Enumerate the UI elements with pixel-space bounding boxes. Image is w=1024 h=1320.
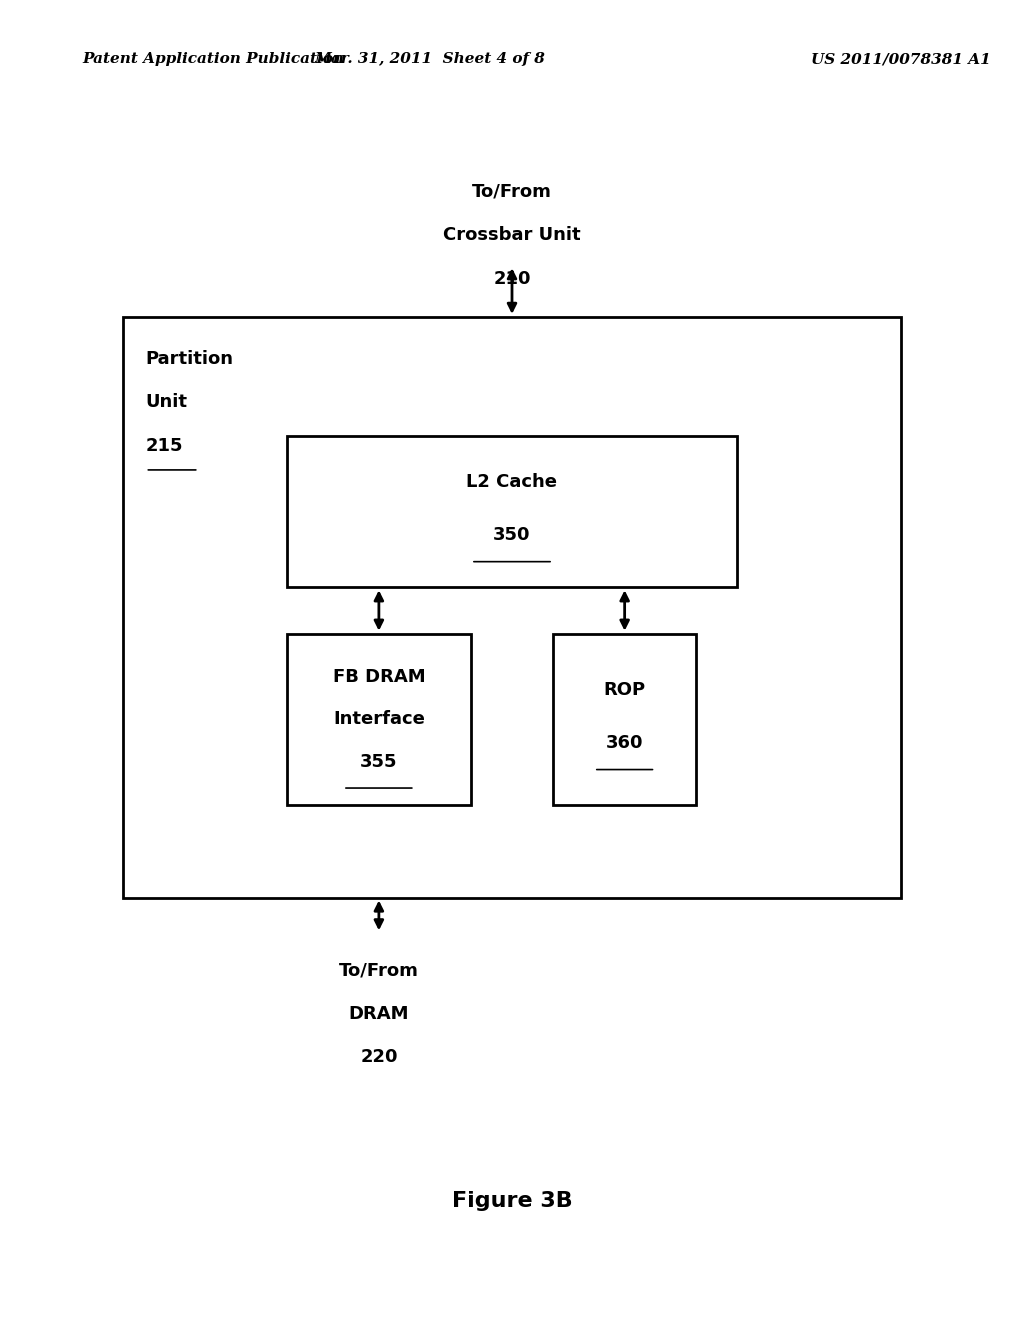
Text: Mar. 31, 2011  Sheet 4 of 8: Mar. 31, 2011 Sheet 4 of 8 [314,53,546,66]
Text: 355: 355 [360,752,397,771]
Text: Partition: Partition [145,350,233,368]
Text: 220: 220 [360,1048,397,1067]
Text: Interface: Interface [333,710,425,729]
Text: To/From: To/From [339,961,419,979]
Text: FB DRAM: FB DRAM [333,668,425,686]
FancyBboxPatch shape [553,634,696,805]
FancyBboxPatch shape [287,436,737,587]
Text: L2 Cache: L2 Cache [467,474,557,491]
Text: To/From: To/From [472,182,552,201]
Text: 350: 350 [494,527,530,544]
FancyBboxPatch shape [123,317,901,898]
FancyBboxPatch shape [287,634,471,805]
Text: US 2011/0078381 A1: US 2011/0078381 A1 [811,53,991,66]
Text: Crossbar Unit: Crossbar Unit [443,226,581,244]
Text: Unit: Unit [145,393,187,412]
Text: 215: 215 [145,437,183,455]
Text: Figure 3B: Figure 3B [452,1191,572,1212]
Text: DRAM: DRAM [348,1005,410,1023]
Text: 210: 210 [494,269,530,288]
Text: Patent Application Publication: Patent Application Publication [82,53,344,66]
Text: ROP: ROP [603,681,646,700]
Text: 360: 360 [606,734,643,752]
